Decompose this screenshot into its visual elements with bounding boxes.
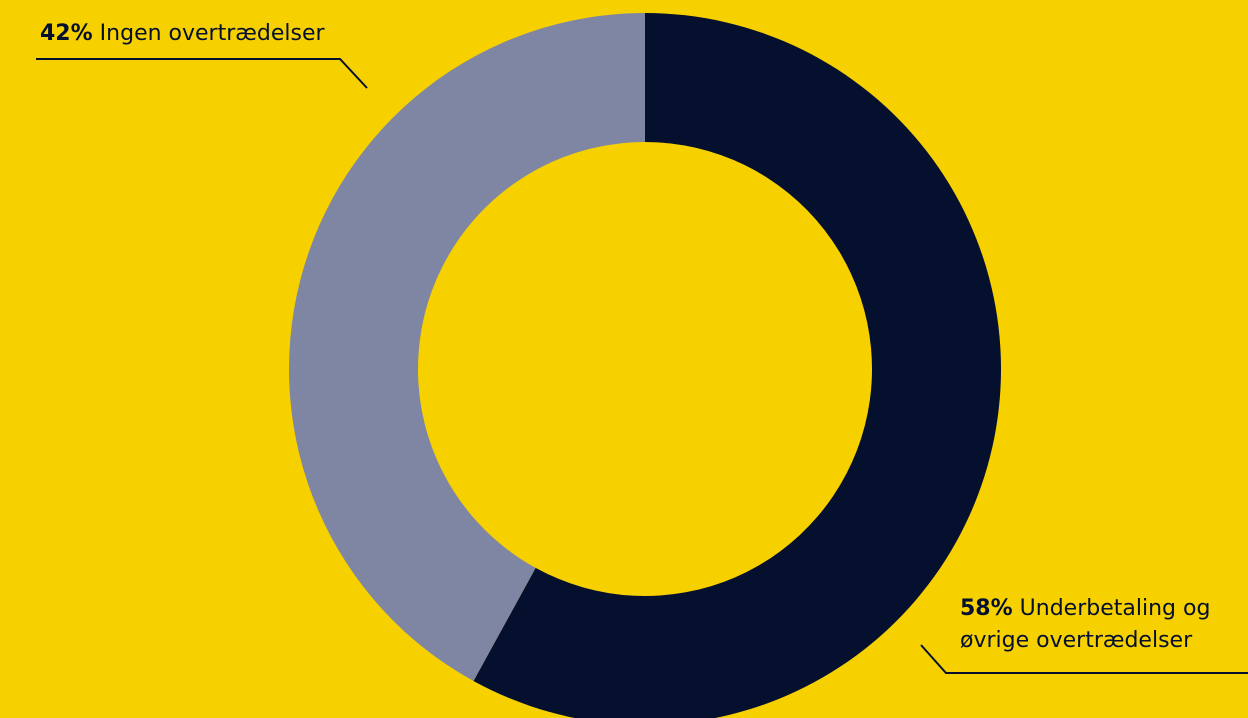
callout-underbetaling-label-line2: øvrige overtrædelser xyxy=(960,628,1193,653)
callout-underbetaling: 58% Underbetaling og øvrige overtrædelse… xyxy=(960,593,1210,657)
leader-line-ingen xyxy=(36,58,368,89)
callout-underbetaling-label-line1: Underbetaling og xyxy=(1019,596,1211,621)
callout-underbetaling-line1: 58% Underbetaling og xyxy=(960,593,1210,625)
callout-ingen-label: Ingen overtrædelser xyxy=(99,21,325,46)
donut-slice-1 xyxy=(289,13,645,681)
leader-lines xyxy=(36,58,1248,674)
donut-slice-0 xyxy=(473,13,1001,718)
leader-line-underbetaling xyxy=(920,644,1248,674)
callout-ingen-pct: 42% xyxy=(40,21,93,46)
donut-slices xyxy=(289,13,1001,718)
callout-ingen-overtraedelser: 42% Ingen overtrædelser xyxy=(40,18,325,50)
callout-underbetaling-pct: 58% xyxy=(960,596,1013,621)
